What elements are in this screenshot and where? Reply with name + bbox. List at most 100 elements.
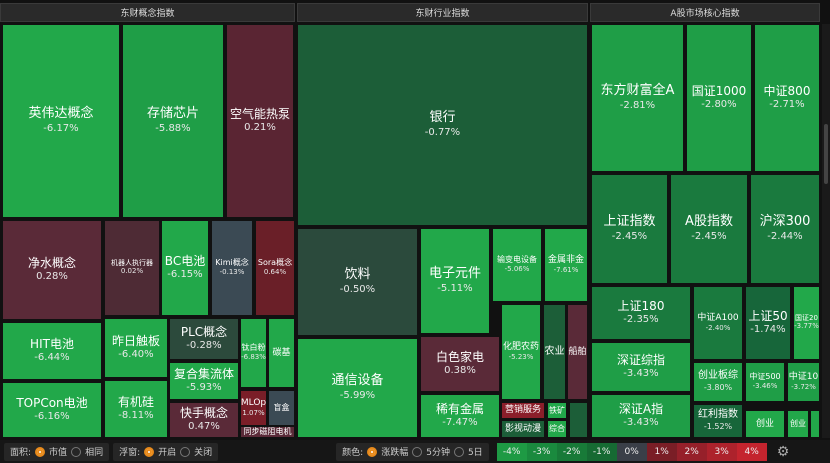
gear-icon[interactable]: ⚙ [776, 443, 790, 460]
cell-label: 盲盒 [273, 403, 290, 413]
color-radio-5day[interactable] [453, 446, 464, 457]
treemap-cell[interactable]: 电子元件 -5.11% [420, 228, 490, 334]
cell-label: Kimi概念 [215, 258, 249, 268]
treemap-cell[interactable]: HIT电池 -6.44% [2, 322, 102, 380]
cell-change: -6.83% [241, 352, 266, 361]
cell-change: -2.40% [705, 323, 731, 332]
treemap-cell[interactable]: 昨日触板 -6.40% [104, 318, 168, 378]
cell-change: -0.77% [424, 126, 461, 138]
area-radio-market-cap[interactable] [35, 446, 46, 457]
treemap-cell[interactable]: 输变电设备 -5.06% [492, 228, 542, 302]
cell-change: -2.81% [619, 99, 656, 111]
cell-label: 国证20 [795, 313, 818, 322]
treemap-cell[interactable]: 深证A指 -3.43% [591, 394, 691, 438]
color-option[interactable]: 5日 [467, 448, 483, 458]
cell-change: -7.61% [553, 265, 579, 274]
treemap-cell[interactable]: MLOp 1.07% [240, 390, 267, 426]
treemap-cell[interactable]: BC电池 -6.15% [161, 220, 209, 316]
cell-label: 上证指数 [603, 214, 656, 230]
treemap-cell[interactable]: 铁矿 [547, 402, 567, 419]
area-option[interactable]: 相同 [85, 448, 104, 458]
panel-title: A股市场核心指数 [590, 3, 820, 22]
treemap-cell[interactable]: 红利指数 -1.52% [693, 404, 743, 438]
treemap-cell[interactable]: 英伟达概念 -6.17% [2, 24, 120, 218]
treemap-cell[interactable]: 稀有金属 -7.47% [420, 394, 500, 438]
cell-label: 中证10 [788, 371, 819, 382]
cell-change: -5.06% [504, 264, 530, 273]
color-radio-5min[interactable] [412, 446, 423, 457]
cell-label: 银行 [429, 110, 456, 126]
treemap-cell[interactable]: 船舶 [567, 304, 588, 400]
treemap-cell[interactable]: 中证10 -3.72% [787, 362, 820, 402]
treemap-cell[interactable]: 存储芯片 -5.88% [122, 24, 224, 218]
cell-change: -6.16% [34, 411, 70, 423]
cell-label: HIT电池 [30, 336, 74, 351]
treemap-cell[interactable]: 化肥农药 -5.23% [501, 304, 541, 400]
treemap-cell[interactable]: 金属非金 -7.61% [544, 228, 588, 302]
cell-change: -5.99% [339, 389, 376, 401]
treemap-cell[interactable]: 中证500 -3.46% [745, 362, 785, 402]
treemap-cell[interactable]: 银行 -0.77% [297, 24, 588, 226]
color-radio-change[interactable] [367, 446, 378, 457]
float-option[interactable]: 开启 [158, 448, 177, 458]
scrollbar[interactable] [822, 24, 830, 438]
treemap-cell[interactable]: 快手概念 0.47% [169, 402, 239, 438]
treemap-cell[interactable]: 同步磁阻电机 [240, 426, 295, 438]
treemap-cell[interactable]: 影视动漫 [501, 420, 545, 438]
treemap-cell[interactable]: Kimi概念 -0.13% [211, 220, 253, 316]
treemap-cell[interactable] [569, 402, 588, 438]
treemap-cell[interactable]: 国证20 -3.77% [793, 286, 820, 360]
treemap-cell[interactable]: 净水概念 0.28% [2, 220, 102, 320]
treemap-cell[interactable]: 深证综指 -3.43% [591, 342, 691, 392]
cell-change: -3.80% [703, 383, 733, 393]
scrollbar-thumb[interactable] [824, 124, 828, 184]
treemap-cell[interactable]: 饮料 -0.50% [297, 228, 418, 336]
treemap-cell[interactable]: 沪深300 -2.44% [750, 174, 820, 284]
treemap-cell[interactable]: 有机硅 -8.11% [104, 380, 168, 438]
treemap-cell[interactable]: 机器人执行器 0.02% [104, 220, 160, 316]
area-option[interactable]: 市值 [49, 448, 68, 458]
cell-change: 0.64% [263, 267, 287, 276]
treemap-cell[interactable]: 空气能热泵 0.21% [226, 24, 294, 218]
treemap-cell[interactable]: 复合集流体 -5.93% [169, 362, 239, 400]
cell-label: 深证A指 [618, 401, 664, 416]
treemap-cell[interactable]: 上证指数 -2.45% [591, 174, 668, 284]
treemap-cell[interactable]: TOPCon电池 -6.16% [2, 382, 102, 438]
treemap-cell[interactable]: 钛白粉 -6.83% [240, 318, 267, 388]
treemap-cell[interactable]: 中证A100 -2.40% [693, 286, 743, 360]
color-option[interactable]: 涨跌幅 [381, 448, 409, 458]
treemap-cell[interactable]: A股指数 -2.45% [670, 174, 748, 284]
treemap-cell[interactable]: 农业 [543, 304, 566, 400]
cell-label: 上证180 [617, 298, 665, 313]
treemap-cell[interactable]: 碳基 [268, 318, 295, 388]
treemap-cell[interactable]: Sora概念 0.64% [255, 220, 295, 316]
treemap-cell[interactable]: 国证1000 -2.80% [686, 24, 752, 172]
cell-label: 英伟达概念 [28, 106, 94, 122]
treemap-cell[interactable]: 创业板综 -3.80% [693, 362, 743, 402]
float-radio-on[interactable] [144, 446, 155, 457]
cell-change: -6.44% [34, 352, 70, 364]
treemap-cell[interactable]: PLC概念 -0.28% [169, 318, 239, 360]
footer-toolbar: 面积: 市值 相同 浮窗: 开启 关闭 颜色: 涨跌幅 5分钟 5日 -4% -3… [0, 440, 830, 463]
color-option[interactable]: 5分钟 [426, 448, 450, 458]
cell-label: 国证1000 [691, 83, 747, 98]
treemap-cell[interactable]: 盲盒 [268, 390, 295, 426]
float-radio-off[interactable] [180, 446, 191, 457]
treemap-cell[interactable]: 上证50 -1.74% [745, 286, 791, 360]
treemap-cell[interactable]: 中证800 -2.71% [754, 24, 820, 172]
treemap-cell[interactable]: 综合 [547, 420, 567, 438]
treemap-cell[interactable]: 创业 [745, 410, 785, 438]
cell-label: 营销服务 [504, 405, 541, 416]
cell-change: -3.46% [752, 381, 778, 390]
treemap-cell[interactable]: 通信设备 -5.99% [297, 338, 418, 438]
float-option[interactable]: 关闭 [194, 448, 213, 458]
treemap-cell[interactable]: 上证180 -2.35% [591, 286, 691, 340]
treemap-cell[interactable] [810, 410, 820, 438]
treemap-cell[interactable]: 白色家电 0.38% [420, 336, 500, 392]
cell-label: 稀有金属 [435, 401, 484, 416]
treemap-cell[interactable]: 创业 [787, 410, 809, 438]
cell-label: 东方财富全A [600, 83, 675, 99]
treemap-cell[interactable]: 营销服务 [501, 402, 545, 419]
treemap-cell[interactable]: 东方财富全A -2.81% [591, 24, 684, 172]
area-radio-equal[interactable] [71, 446, 82, 457]
